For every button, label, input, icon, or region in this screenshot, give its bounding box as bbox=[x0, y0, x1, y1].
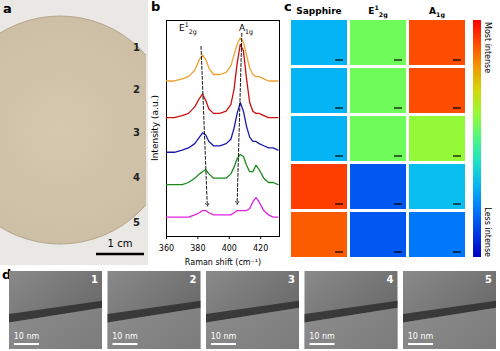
svg-text:3: 3 bbox=[288, 274, 295, 285]
svg-text:5: 5 bbox=[485, 274, 492, 285]
svg-text:2: 2 bbox=[190, 274, 197, 285]
svg-text:3: 3 bbox=[133, 127, 140, 138]
svg-text:A1g: A1g bbox=[429, 6, 445, 19]
svg-text:b: b bbox=[151, 0, 160, 14]
svg-text:4: 4 bbox=[387, 274, 394, 285]
svg-text:380: 380 bbox=[190, 244, 205, 253]
svg-text:c: c bbox=[284, 0, 292, 14]
svg-text:Raman shift (cm⁻¹): Raman shift (cm⁻¹) bbox=[185, 258, 261, 267]
svg-text:2: 2 bbox=[133, 84, 140, 95]
svg-text:5: 5 bbox=[133, 217, 140, 228]
svg-text:10 nm: 10 nm bbox=[112, 332, 138, 341]
svg-text:360: 360 bbox=[159, 244, 174, 253]
svg-text:400: 400 bbox=[222, 244, 237, 253]
svg-text:1: 1 bbox=[91, 274, 98, 285]
svg-text:d: d bbox=[2, 267, 12, 282]
svg-text:Sapphire: Sapphire bbox=[296, 6, 341, 16]
svg-text:10 nm: 10 nm bbox=[14, 332, 40, 341]
svg-text:1: 1 bbox=[133, 42, 140, 53]
svg-text:10 nm: 10 nm bbox=[309, 332, 335, 341]
svg-text:10 nm: 10 nm bbox=[408, 332, 434, 341]
svg-text:10 nm: 10 nm bbox=[211, 332, 237, 341]
svg-text:A1g: A1g bbox=[239, 23, 253, 36]
svg-text:1 cm: 1 cm bbox=[108, 238, 133, 249]
svg-text:4: 4 bbox=[133, 172, 140, 183]
svg-text:E12g: E12g bbox=[368, 4, 387, 19]
svg-text:Most intense: Most intense bbox=[483, 22, 492, 73]
svg-text:420: 420 bbox=[253, 244, 268, 253]
svg-text:a: a bbox=[3, 1, 12, 16]
svg-text:Intensity (a.u.): Intensity (a.u.) bbox=[150, 95, 160, 161]
svg-text:E12g: E12g bbox=[179, 21, 197, 36]
svg-text:Less intense: Less intense bbox=[483, 207, 492, 257]
